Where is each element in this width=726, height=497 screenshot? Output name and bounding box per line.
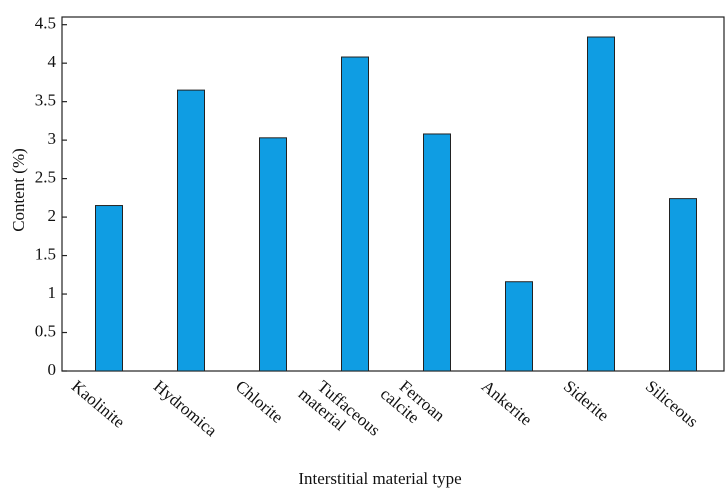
bar: [423, 133, 451, 372]
y-tick-label: 3.5: [35, 91, 56, 110]
y-tick-label: 2: [48, 206, 57, 225]
y-tick-label: 0: [48, 360, 57, 379]
bar: [669, 198, 697, 372]
x-tick-label: Ferroan calcite: [374, 368, 449, 440]
y-tick-label: 1.5: [35, 244, 56, 263]
bar: [177, 89, 205, 372]
y-axis-title: Content (%): [9, 148, 28, 232]
y-tick-label: 4.5: [35, 14, 56, 33]
bar: [341, 56, 369, 372]
bar: [259, 137, 287, 372]
bar: [587, 36, 615, 372]
y-tick-label: 1: [48, 283, 57, 302]
bar: [95, 205, 123, 372]
y-tick-label: 0.5: [35, 321, 56, 340]
x-tick-label: Siderite: [560, 377, 613, 426]
y-tick-label: 2.5: [35, 168, 56, 187]
plot-frame: [61, 16, 725, 372]
x-tick-label: Kaolinite: [68, 377, 129, 432]
y-tick-label: 4: [48, 52, 57, 71]
x-tick-label: Ankerite: [478, 377, 536, 430]
x-tick-label: Tuffaceous material: [292, 368, 384, 454]
x-tick-label: Chlorite: [232, 377, 287, 427]
x-axis-title: Interstitial material type: [298, 469, 461, 488]
x-tick-label: Siliceous: [642, 377, 702, 432]
x-tick-label: Hydromica: [150, 377, 221, 441]
bar: [505, 281, 533, 372]
y-tick-label: 3: [48, 129, 57, 148]
